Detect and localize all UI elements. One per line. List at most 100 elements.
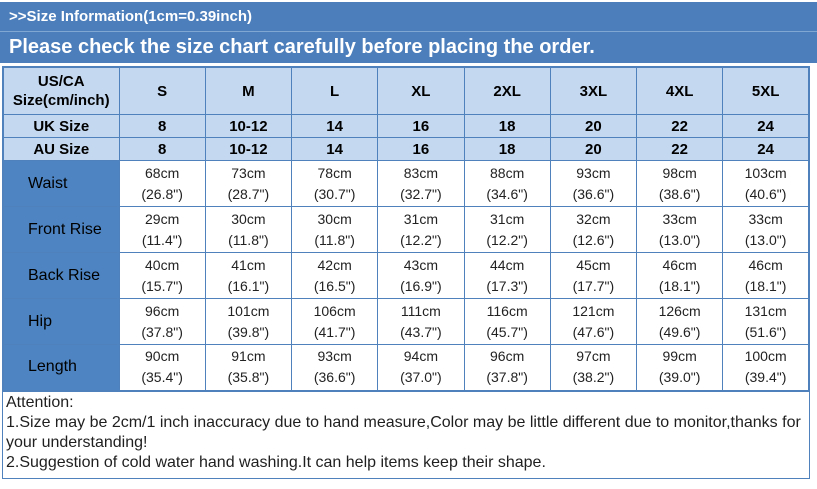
col-header-s: S [118, 66, 206, 115]
cm-value: 93cm [576, 164, 611, 181]
cm-value: 88cm [490, 164, 525, 181]
inch-value: (39.0") [658, 369, 701, 386]
au-size-row: AU Size 8 10-12 14 16 18 20 22 24 [2, 137, 810, 161]
inch-value: (34.6") [486, 185, 528, 202]
measure-cell: 30cm (11.8") [204, 206, 293, 253]
inch-value: (11.8") [314, 231, 355, 248]
cm-value: 40cm [145, 256, 180, 273]
measure-cell: 73cm (28.7") [204, 160, 293, 207]
cm-value: 30cm [231, 210, 266, 227]
measure-cell: 101cm (39.8") [204, 298, 293, 345]
inch-value: (35.8") [227, 369, 270, 386]
measure-cell: 30cm (11.8") [290, 206, 379, 253]
inch-value: (30.7") [313, 185, 356, 202]
corner-line2: Size(cm/inch) [12, 92, 110, 109]
inch-value: (47.6") [572, 323, 615, 340]
cm-value: 116cm [486, 302, 528, 319]
au-size-value: 10-12 [204, 137, 293, 161]
inch-value: (26.8") [141, 185, 183, 202]
measure-cell: 96cm (37.8") [463, 344, 551, 391]
au-size-value: 18 [463, 137, 551, 161]
measure-cell: 116cm (45.7") [463, 298, 551, 345]
size-chart-table: US/CA Size(cm/inch) S M L XL 2XL 3XL 4XL… [2, 66, 810, 392]
cm-value: 41cm [231, 256, 266, 273]
inch-value: (12.2") [400, 231, 442, 248]
measure-cell: 46cm (18.1") [722, 252, 810, 299]
measure-label-back-rise: Back Rise [2, 252, 120, 299]
inch-value: (12.2") [486, 231, 528, 248]
cm-value: 33cm [662, 210, 697, 227]
measure-cell: 131cm (51.6") [722, 298, 810, 345]
inch-value: (38.6") [658, 185, 701, 202]
cm-value: 45cm [576, 256, 611, 273]
col-header-l: L [290, 66, 379, 115]
uk-size-row: UK Size 8 10-12 14 16 18 20 22 24 [2, 114, 810, 138]
au-size-value: 22 [635, 137, 724, 161]
inch-value: (40.6") [744, 185, 787, 202]
cm-value: 131cm [744, 302, 787, 319]
measure-cell: 68cm (26.8") [118, 160, 206, 207]
cm-value: 90cm [145, 348, 180, 365]
cm-value: 44cm [490, 256, 525, 273]
inch-value: (28.7") [227, 185, 270, 202]
cm-value: 106cm [313, 302, 356, 319]
inch-value: (32.7") [400, 185, 442, 202]
cm-value: 46cm [662, 256, 697, 273]
cm-value: 96cm [145, 302, 180, 319]
header-row: US/CA Size(cm/inch) S M L XL 2XL 3XL 4XL… [2, 66, 810, 115]
measure-cell: 126cm (49.6") [635, 298, 724, 345]
cm-value: 83cm [403, 164, 438, 181]
uk-size-value: 22 [635, 114, 724, 138]
measure-label-front-rise: Front Rise [2, 206, 120, 253]
inch-value: (37.8") [141, 323, 183, 340]
inch-value: (15.7") [141, 277, 183, 294]
measure-cell: 29cm (11.4") [118, 206, 206, 253]
col-header-2xl: 2XL [463, 66, 551, 115]
cm-value: 31cm [403, 210, 438, 227]
attention-note-2: 2.Suggestion of cold water hand washing.… [6, 453, 546, 471]
measure-cell: 91cm (35.8") [204, 344, 293, 391]
measure-row-front-rise: Front Rise 29cm (11.4") 30cm (11.8") 30cm (… [2, 206, 810, 253]
cm-value: 126cm [658, 302, 701, 319]
cm-value: 98cm [662, 164, 697, 181]
size-info-page: >>Size Information(1cm=0.39inch) Please … [0, 2, 817, 479]
cm-value: 73cm [231, 164, 266, 181]
measure-cell: 41cm (16.1") [204, 252, 293, 299]
inch-value: (11.8") [228, 231, 269, 248]
measure-cell: 103cm (40.6") [722, 160, 810, 207]
inch-value: (37.8") [486, 369, 528, 386]
col-header-4xl: 4XL [635, 66, 724, 115]
measure-cell: 97cm (38.2") [549, 344, 638, 391]
uk-size-value: 18 [463, 114, 551, 138]
measure-cell: 94cm (37.0") [377, 344, 465, 391]
cm-value: 33cm [748, 210, 783, 227]
uk-size-value: 14 [290, 114, 379, 138]
measure-cell: 93cm (36.6") [290, 344, 379, 391]
uk-size-value: 8 [118, 114, 206, 138]
size-chart-container: US/CA Size(cm/inch) S M L XL 2XL 3XL 4XL… [2, 66, 810, 392]
inch-value: (17.3") [486, 277, 528, 294]
measure-cell: 121cm (47.6") [549, 298, 638, 345]
measure-cell: 106cm (41.7") [290, 298, 379, 345]
col-header-xl: XL [377, 66, 465, 115]
measure-cell: 111cm (43.7") [377, 298, 465, 345]
inch-value: (18.1") [658, 277, 701, 294]
measure-label-waist: Waist [2, 160, 120, 207]
au-size-value: 16 [377, 137, 465, 161]
attention-heading: Attention: [6, 393, 74, 411]
measure-row-length: Length 90cm (35.4") 91cm (35.8") 93cm (36.6… [2, 344, 810, 391]
inch-value: (16.5") [313, 277, 356, 294]
cm-value: 43cm [403, 256, 438, 273]
col-header-3xl: 3XL [549, 66, 638, 115]
au-size-label: AU Size [2, 137, 120, 161]
measure-cell: 90cm (35.4") [118, 344, 206, 391]
measure-cell: 44cm (17.3") [463, 252, 551, 299]
cm-value: 78cm [317, 164, 352, 181]
cm-value: 42cm [317, 256, 352, 273]
measure-cell: 96cm (37.8") [118, 298, 206, 345]
attention-note-1: 1.Size may be 2cm/1 inch inaccuracy due … [6, 413, 801, 451]
measure-cell: 31cm (12.2") [377, 206, 465, 253]
measure-cell: 33cm (13.0") [635, 206, 724, 253]
uk-size-value: 16 [377, 114, 465, 138]
inch-value: (39.8") [227, 323, 270, 340]
